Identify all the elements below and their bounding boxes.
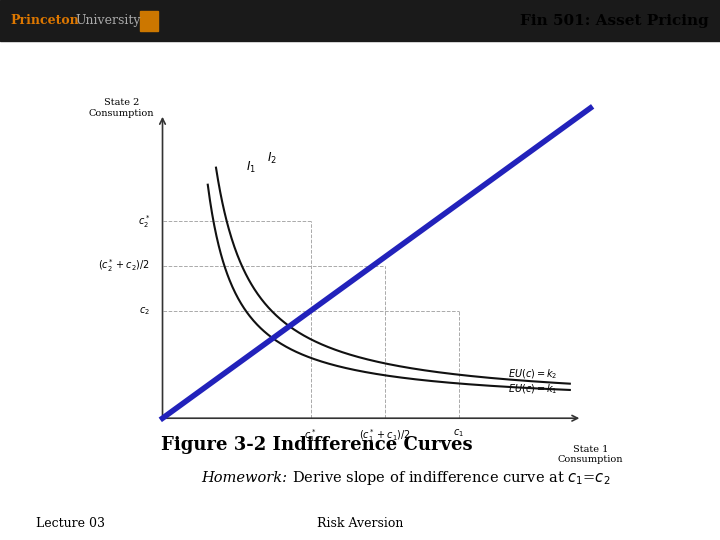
Text: Figure 3-2 Indifference Curves: Figure 3-2 Indifference Curves: [161, 436, 472, 455]
Text: Princeton: Princeton: [11, 14, 79, 27]
Text: State 1
Consumption: State 1 Consumption: [558, 445, 623, 464]
Text: $EU(c)=k_1$: $EU(c)=k_1$: [508, 382, 557, 396]
Text: $c_2^*$: $c_2^*$: [138, 213, 150, 230]
Text: $I_1$: $I_1$: [246, 160, 256, 175]
Text: $EU(c)=k_2$: $EU(c)=k_2$: [508, 368, 557, 381]
Text: $I_2$: $I_2$: [266, 151, 276, 166]
Text: $(c_2^* + c_2)/2$: $(c_2^* + c_2)/2$: [98, 258, 150, 274]
Text: University: University: [76, 14, 141, 27]
Text: $(c_1^* + c_1)/2$: $(c_1^* + c_1)/2$: [359, 427, 410, 444]
Text: $c_1^*$: $c_1^*$: [305, 427, 317, 444]
Text: $c_2$: $c_2$: [139, 305, 150, 317]
Text: Homework:: Homework:: [202, 471, 287, 485]
Text: Fin 501: Asset Pricing: Fin 501: Asset Pricing: [521, 14, 709, 28]
Text: Risk Aversion: Risk Aversion: [317, 517, 403, 530]
Text: Lecture 03: Lecture 03: [36, 517, 105, 530]
Text: Derive slope of indifference curve at $c_1$=$c_2$: Derive slope of indifference curve at $c…: [292, 469, 610, 487]
Text: $c_1$: $c_1$: [454, 427, 464, 439]
Text: State 2
Consumption: State 2 Consumption: [89, 98, 154, 118]
